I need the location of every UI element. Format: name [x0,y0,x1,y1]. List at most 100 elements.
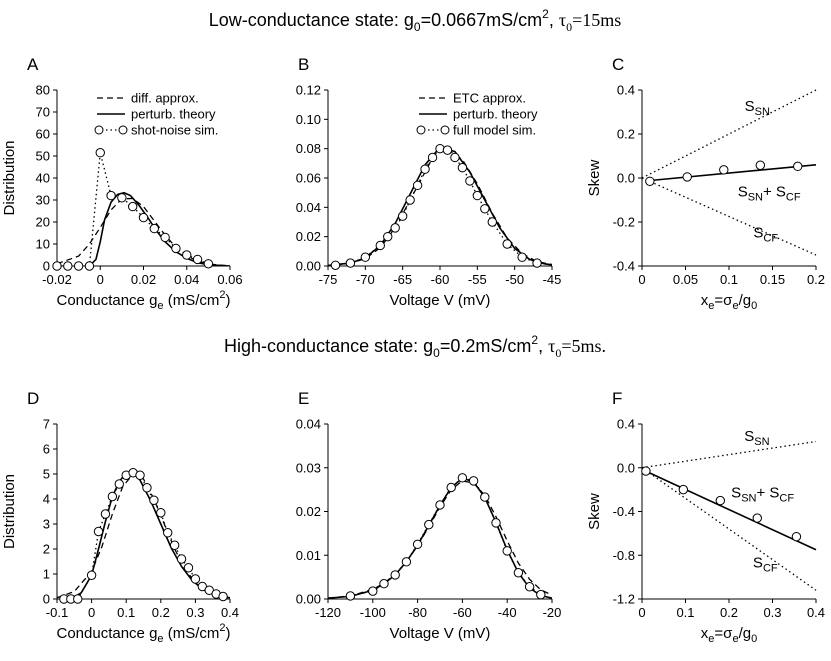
x-tick-label: -60 [453,605,472,620]
data-point [93,526,104,537]
data-point [390,223,400,233]
x-tick-label: 0.2 [720,605,738,620]
x-tick-label: -65 [393,272,412,287]
annotation: SSN [745,98,770,118]
y-tick-label: 0.12 [296,83,321,98]
y-tick-label: 0 [43,259,50,274]
plot-area [57,471,231,599]
data-point [513,568,524,578]
data-point [487,217,497,227]
y-tick-label: 30 [36,193,50,208]
header-low: Low-conductance state: g0=0.0667mS/cm2, … [209,7,622,34]
y-tick-label: 5 [43,467,50,482]
data-point [95,148,105,158]
data-point [52,261,62,271]
panel-f: F 0 0.1 0.2 0.3 0.4 -1.2 -0.8 -0.4 0.0 0.4 xe=σe/g0… [586,389,825,645]
y-tick-label: 0.04 [296,417,321,432]
x-tick-label: -120 [315,605,341,620]
data-point [171,243,181,254]
panel-b: B -75 -70 -65 -60 -55 -50 -45 0.00 0.02 0.04 0.06 0.… [296,55,562,309]
data-point [63,261,73,271]
legend-label: shot-noise sim. [131,123,218,138]
data-point [192,254,203,265]
legend-marker [94,125,104,135]
annotation: SSN+ SCF [731,484,794,504]
annotation: SSN [744,428,769,448]
y-tick-label: 60 [36,127,50,142]
y-tick-label: 6 [43,442,50,457]
y-tick-label: 0.06 [296,171,321,186]
series-line [328,480,553,599]
data-point [532,258,542,268]
data-point [149,495,159,505]
x-tick-label: 0.4 [221,605,239,620]
data-point [106,190,116,201]
x-tick-label: -70 [356,272,375,287]
y-tick-label: 70 [36,105,50,120]
plot-area [642,89,817,256]
data-point [183,563,194,573]
x-tick-label: -40 [498,605,517,620]
series-line [642,440,817,469]
data-point [156,508,166,518]
panel-a: A-0.02 0 0.02 0.04 0.0601020304050607080Cond… [1,55,243,312]
x-tick-label: 0.3 [763,605,781,620]
y-tick-label: 3 [43,517,50,532]
data-point [397,211,408,221]
y-tick-label: -0.2 [613,215,635,230]
annotation: SSN+ SCF [738,184,801,204]
series-line [648,164,817,182]
panel-letter: A [27,55,39,74]
data-point [524,582,535,592]
data-point [420,164,430,174]
y-tick-label: 4 [43,492,50,507]
data-point [435,500,445,510]
y-tick-label: 50 [36,149,50,164]
data-point [412,180,423,191]
x-tick-label: -80 [408,605,427,620]
annotation: SCF [753,554,778,574]
series-line [57,473,231,599]
data-point [424,519,434,530]
data-point [138,212,149,223]
panel-letter: B [298,55,309,74]
x-tick-label: 0 [97,272,104,287]
y-tick-label: 0.4 [617,83,635,98]
x-axis-label: Voltage V (mV) [390,292,491,309]
legend-marker [416,125,426,135]
x-axis-label: Conductance ge (mS/cm2) [57,289,231,312]
plot-area [328,146,553,266]
data-point [190,574,201,584]
data-point [446,482,456,493]
data-point [678,484,689,495]
series-line [350,477,542,597]
data-point [84,261,95,271]
data-point [345,591,356,601]
data-point [472,190,483,201]
header-high: High-conductance state: g0=0.2mS/cm2, τ0… [224,333,606,360]
data-point [345,258,356,268]
y-tick-label: -0.4 [613,504,635,519]
data-point [127,201,138,212]
x-axis-label: Conductance ge (mS/cm2) [57,622,231,645]
x-tick-label: -0.02 [42,272,72,287]
y-tick-label: 0.01 [296,548,321,563]
data-point [427,152,438,163]
legend-label: perturb. theory [453,107,538,122]
x-tick-label: -60 [431,272,450,287]
x-tick-label: -0.1 [46,605,68,620]
x-tick-label: 0 [88,605,95,620]
x-tick-label: -50 [505,272,524,287]
data-point [169,540,180,550]
data-point [203,259,214,269]
y-tick-label: 7 [43,417,50,432]
y-tick-label: -1.2 [613,592,635,607]
data-point [465,176,475,186]
data-point [176,554,187,564]
x-tick-label: 0.15 [760,272,785,287]
data-point [645,176,655,187]
y-tick-label: 0.0 [617,171,635,186]
x-tick-label: -100 [360,605,386,620]
x-tick-label: -45 [543,272,562,287]
panel-letter: C [612,55,624,74]
